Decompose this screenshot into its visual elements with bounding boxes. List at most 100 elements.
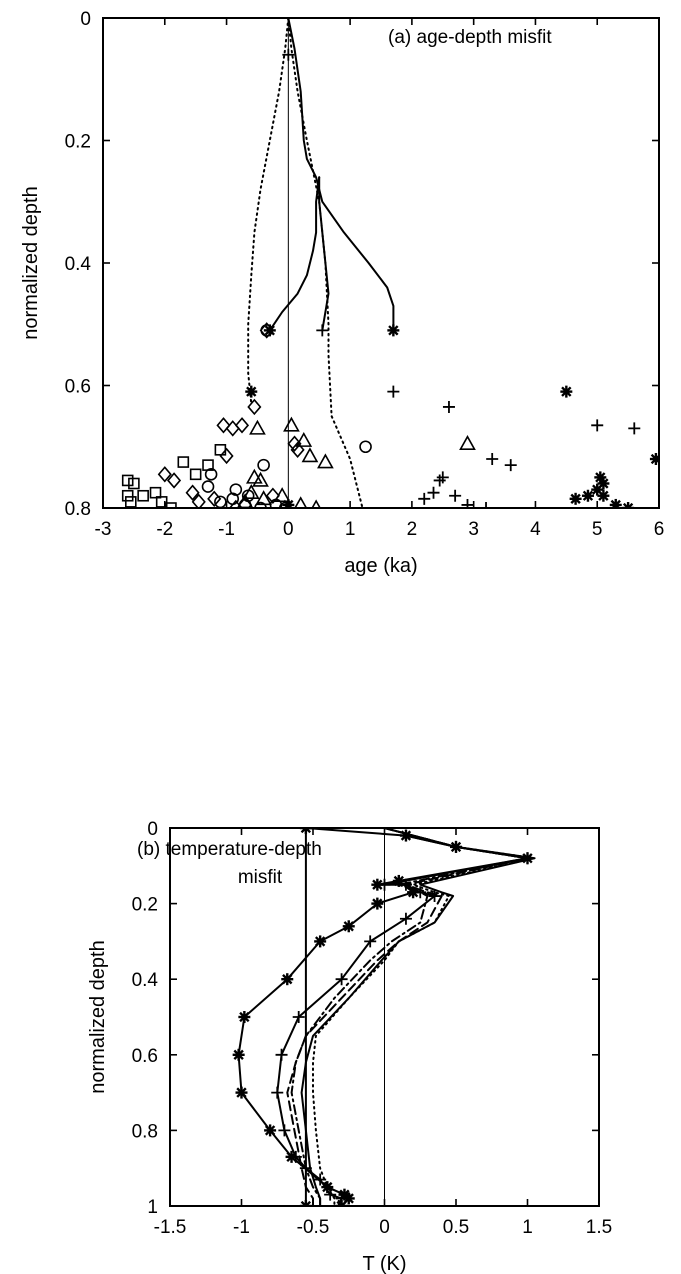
triangle-marker [283, 416, 300, 432]
x-tick-label: -1.5 [154, 1217, 187, 1238]
y-axis-label: normalized depth [20, 186, 42, 339]
triangle-marker [301, 447, 319, 463]
square-marker [121, 489, 134, 502]
plus-marker [480, 502, 493, 508]
diamond-marker [265, 487, 280, 504]
x-axis: -1.5 -1 -0.5 0 0.5 1 1.5 [154, 828, 612, 1238]
x-tick-label: 0 [283, 519, 294, 540]
x-axis: -3 -2 -1 0 1 2 3 4 5 6 [95, 18, 664, 540]
plus-marker [316, 324, 329, 337]
plus-marker [461, 498, 474, 508]
x-tick-label: -1 [218, 519, 235, 540]
square-marker [137, 489, 149, 502]
y-tick-label: 0.4 [132, 970, 159, 991]
asterisk-marker-core [594, 486, 601, 493]
asterisk-marker-core [600, 480, 607, 487]
triangle-marker [242, 484, 260, 499]
series-line-3 [286, 828, 529, 1206]
asterisk-marker-stroke [304, 1200, 312, 1206]
square-marker [189, 468, 202, 481]
diamond-marker [287, 435, 302, 452]
x-tick-label: 5 [592, 519, 603, 540]
y-tick-label: 0 [147, 819, 158, 840]
diamond-marker [157, 466, 172, 483]
diamond-marker [207, 490, 222, 508]
plus-marker [332, 1200, 345, 1206]
x-tick-label: -1 [233, 1217, 250, 1238]
asterisk-marker-core [612, 501, 619, 508]
x-tick-label: 1 [522, 1217, 533, 1238]
y-axis-label: normalized depth [87, 940, 109, 1093]
x-tick-label: 2 [407, 519, 418, 540]
triangle-marker [459, 435, 476, 450]
asterisk-marker-stroke [304, 828, 312, 834]
asterisk-marker-core [572, 495, 579, 502]
square-marker [128, 477, 140, 490]
panel-a: -3 -2 -1 0 1 2 3 4 5 6 0 0.2 0.4 0.6 0.8 age (ka) normal… [20, 9, 664, 577]
plus-marker [486, 453, 499, 465]
y-tick-label: 0.6 [132, 1046, 158, 1067]
series-1 [282, 48, 641, 508]
asterisk-marker [581, 489, 594, 502]
circle-marker [204, 468, 218, 481]
square-marker [149, 486, 162, 499]
asterisk-marker-stroke [300, 1200, 308, 1206]
square-marker [202, 459, 214, 471]
triangle-marker [294, 496, 308, 508]
diamond-marker [219, 447, 234, 465]
asterisk-marker-stroke [300, 828, 308, 834]
asterisk-marker-core [597, 474, 604, 481]
y-tick-label: 0.4 [65, 254, 92, 275]
square-marker [165, 502, 177, 508]
plus-marker [628, 422, 641, 435]
diamond-marker [191, 493, 206, 508]
series-1 [271, 829, 534, 1206]
misfit-curve-4 [287, 18, 364, 508]
asterisk-marker [649, 453, 659, 465]
x-tick-label: 1.5 [586, 1217, 612, 1238]
diamond-marker [247, 398, 262, 416]
misfit-curve-2 [268, 176, 321, 332]
asterisk-marker [622, 502, 635, 508]
plus-marker [591, 419, 604, 432]
panel-title: (a) age-depth misfit [388, 27, 552, 48]
square-marker [125, 496, 137, 508]
asterisk-marker [597, 489, 610, 502]
plus-marker [427, 486, 440, 499]
asterisk-marker-core [390, 327, 397, 334]
square-marker [155, 496, 168, 508]
asterisk-marker [609, 498, 622, 508]
series-5 [121, 444, 227, 508]
asterisk-marker [245, 385, 258, 398]
series-3 [201, 324, 372, 508]
y-tick-label: 0.2 [132, 895, 158, 916]
asterisk-marker-core [584, 492, 591, 499]
asterisk-marker [569, 492, 582, 505]
circle-marker [214, 495, 227, 508]
x-tick-label: 4 [530, 519, 541, 540]
asterisk-marker-stroke [626, 502, 634, 508]
y-tick-label: 0.8 [65, 499, 91, 520]
series-0 [245, 324, 659, 508]
y-axis: 0 0.2 0.4 0.6 0.8 1 [132, 819, 599, 1218]
misfit-curve-0 [287, 18, 395, 332]
x-tick-label: 0 [379, 1217, 390, 1238]
diamond-marker [166, 472, 182, 489]
y-axis: 0 0.2 0.4 0.6 0.8 [65, 9, 659, 520]
y-tick-label: 1 [147, 1197, 158, 1218]
panel-title-2: misfit [238, 867, 283, 888]
triangle-marker [317, 453, 334, 469]
asterisk-marker-core [625, 505, 632, 508]
plus-marker [504, 459, 517, 472]
circle-marker [201, 480, 215, 493]
series-line-4 [300, 828, 536, 1206]
y-tick-label: 0.2 [65, 132, 91, 153]
y-tick-label: 0.8 [132, 1121, 158, 1142]
plot-area [121, 18, 659, 508]
plus-marker [433, 474, 446, 487]
x-tick-label: -2 [156, 519, 173, 540]
plus-marker [442, 400, 455, 413]
series-4 [157, 322, 305, 508]
asterisk-marker-core [600, 492, 607, 499]
